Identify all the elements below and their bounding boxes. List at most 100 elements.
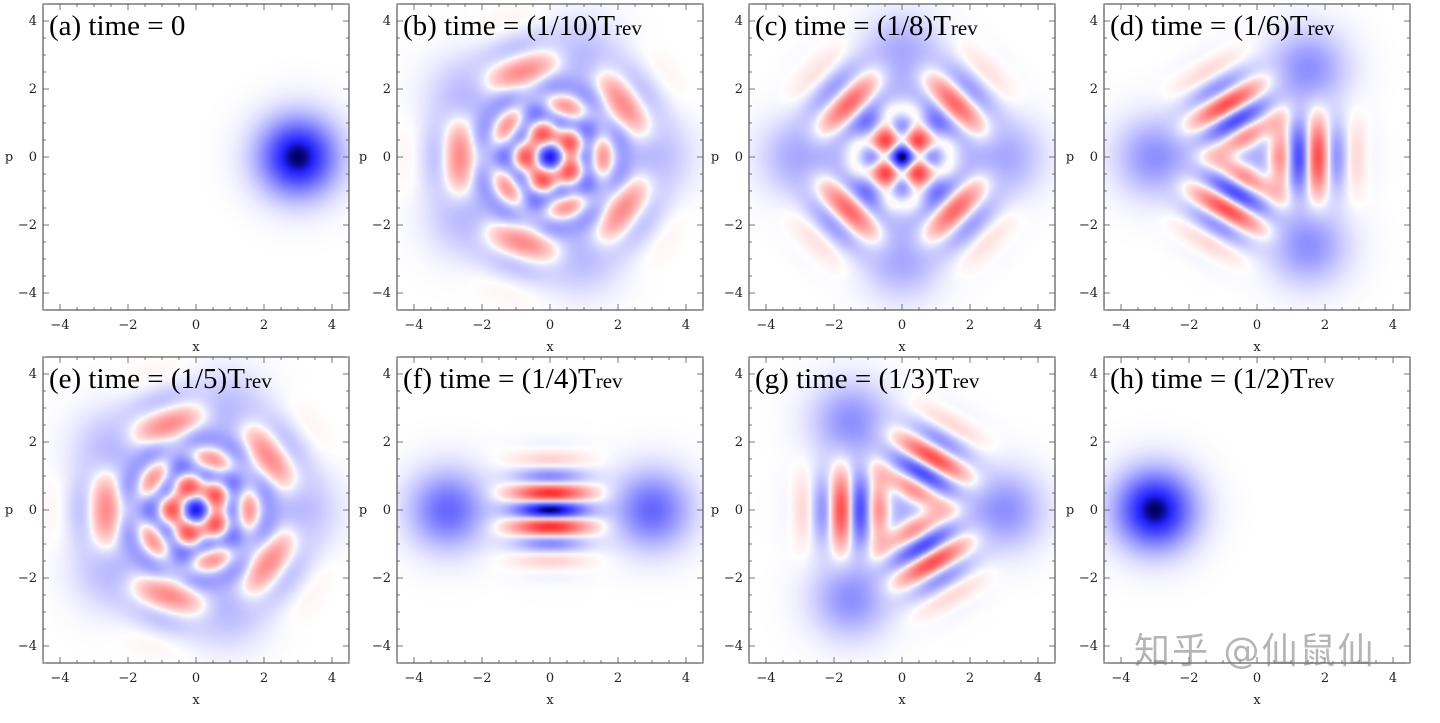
y-tick-label: 2 <box>1090 435 1098 450</box>
x-tick-label: 2 <box>260 318 268 333</box>
x-tick-label: 0 <box>192 318 200 333</box>
y-tick-label: −2 <box>1079 218 1098 233</box>
panel-title-d: (d) time = (1/6)Trev <box>1110 10 1335 42</box>
y-tick-label: 0 <box>383 150 391 165</box>
y-tick-label: 4 <box>383 367 391 382</box>
panel-title-main: (d) time = (1/6)T <box>1110 10 1308 42</box>
y-tick-label: −4 <box>372 639 391 654</box>
x-tick-label: 4 <box>682 318 690 333</box>
x-axis-label: x <box>546 693 554 708</box>
y-tick-label: −4 <box>724 639 743 654</box>
y-tick-label: 0 <box>383 503 391 518</box>
x-axis-label: x <box>1253 693 1261 708</box>
y-tick-label: −2 <box>372 571 391 586</box>
y-tick-label: 4 <box>1090 14 1098 29</box>
x-axis-label: x <box>546 340 554 355</box>
panel-title-b: (b) time = (1/10)Trev <box>403 10 642 42</box>
y-tick-label: −4 <box>372 286 391 301</box>
panel-g: −4 −4 −2 −2 0 0 2 2 4 4 x p (g) time = (1/3)Trev <box>711 356 1056 708</box>
x-tick-label: 0 <box>1253 318 1261 333</box>
x-tick-label: 2 <box>1321 671 1329 686</box>
y-axis-label: p <box>359 150 367 165</box>
x-tick-label: 4 <box>1389 671 1397 686</box>
x-tick-label: −4 <box>404 671 423 686</box>
panel-d: −4 −4 −2 −2 0 0 2 2 4 4 x p (d) time = (1/6)Trev <box>1066 3 1411 355</box>
y-axis-label: p <box>1066 503 1074 518</box>
wigner-heatmap-f <box>397 357 703 663</box>
wigner-heatmap-c <box>749 4 1055 310</box>
y-axis-label: p <box>5 150 13 165</box>
x-tick-label: −2 <box>472 671 491 686</box>
wigner-heatmap-h <box>1104 357 1410 663</box>
x-tick-label: 4 <box>1034 318 1042 333</box>
x-tick-label: 0 <box>898 318 906 333</box>
y-tick-label: 2 <box>1090 82 1098 97</box>
panel-a: −4 −4 −2 −2 0 0 2 2 4 4 x p (a) time = 0 <box>5 3 350 355</box>
y-tick-label: −2 <box>18 571 37 586</box>
y-tick-label: 0 <box>1090 150 1098 165</box>
x-axis-label: x <box>898 340 906 355</box>
x-tick-label: 2 <box>966 671 974 686</box>
x-tick-label: 2 <box>614 318 622 333</box>
x-tick-label: −2 <box>824 318 843 333</box>
x-tick-label: −4 <box>756 318 775 333</box>
y-axis-label: p <box>1066 150 1074 165</box>
y-tick-label: −2 <box>18 218 37 233</box>
x-tick-label: −4 <box>50 318 69 333</box>
panel-title-main: (g) time = (1/3)T <box>755 363 953 395</box>
x-tick-label: 0 <box>898 671 906 686</box>
y-tick-label: −2 <box>372 218 391 233</box>
x-tick-label: −2 <box>1179 671 1198 686</box>
panel-title-main: (f) time = (1/4)T <box>403 363 596 395</box>
y-tick-label: 2 <box>29 435 37 450</box>
x-tick-label: −4 <box>756 671 775 686</box>
y-axis-label: p <box>359 503 367 518</box>
wigner-heatmap-d <box>1104 4 1410 310</box>
panel-title-main: (e) time = (1/5)T <box>49 363 245 395</box>
x-tick-label: −2 <box>472 318 491 333</box>
panel-title-main: (a) time = 0 <box>49 10 185 42</box>
y-tick-label: 4 <box>1090 367 1098 382</box>
x-axis-label: x <box>192 340 200 355</box>
x-tick-label: 2 <box>260 671 268 686</box>
y-tick-label: 2 <box>735 435 743 450</box>
y-tick-label: −4 <box>18 639 37 654</box>
panel-title-main: (b) time = (1/10)T <box>403 10 615 42</box>
x-tick-label: 0 <box>546 671 554 686</box>
y-tick-label: 2 <box>383 82 391 97</box>
y-axis-label: p <box>711 150 719 165</box>
x-tick-label: 4 <box>328 671 336 686</box>
panel-h: −4 −4 −2 −2 0 0 2 2 4 4 x p (h) time = (1/2)Trev <box>1066 356 1411 708</box>
panel-c: −4 −4 −2 −2 0 0 2 2 4 4 x p (c) time = (1/8)Trev <box>711 3 1056 355</box>
panel-title-subscript: rev <box>245 369 272 393</box>
x-tick-label: 2 <box>1321 318 1329 333</box>
y-tick-label: 0 <box>29 503 37 518</box>
y-tick-label: 4 <box>29 14 37 29</box>
panel-b: −4 −4 −2 −2 0 0 2 2 4 4 x p (b) time = (1/10)Trev <box>359 3 704 355</box>
wigner-function-figure: −4 −4 −2 −2 0 0 2 2 4 4 x p (a) time = 0 −4 −4 −2 −2 0 0 2 2… <box>5 3 1411 708</box>
y-tick-label: 4 <box>383 14 391 29</box>
y-tick-label: 2 <box>383 435 391 450</box>
x-tick-label: −2 <box>1179 318 1198 333</box>
x-tick-label: −4 <box>1111 671 1130 686</box>
x-axis-label: x <box>898 693 906 708</box>
x-tick-label: −2 <box>118 671 137 686</box>
panel-title-subscript: rev <box>953 369 980 393</box>
panel-title-e: (e) time = (1/5)Trev <box>49 363 272 395</box>
x-tick-label: 2 <box>614 671 622 686</box>
y-tick-label: 0 <box>29 150 37 165</box>
panel-title-main: (c) time = (1/8)T <box>755 10 951 42</box>
y-tick-label: 0 <box>1090 503 1098 518</box>
y-tick-label: 0 <box>735 150 743 165</box>
panel-title-a: (a) time = 0 <box>49 10 185 42</box>
y-tick-label: −2 <box>724 218 743 233</box>
x-tick-label: −4 <box>50 671 69 686</box>
x-tick-label: 4 <box>682 671 690 686</box>
panel-title-f: (f) time = (1/4)Trev <box>403 363 623 395</box>
panel-title-subscript: rev <box>951 16 978 40</box>
y-tick-label: −4 <box>1079 286 1098 301</box>
x-tick-label: 4 <box>1034 671 1042 686</box>
x-tick-label: 4 <box>328 318 336 333</box>
y-tick-label: −4 <box>1079 639 1098 654</box>
panel-title-c: (c) time = (1/8)Trev <box>755 10 978 42</box>
